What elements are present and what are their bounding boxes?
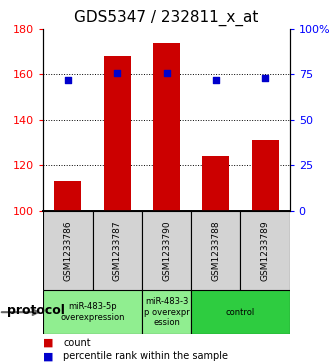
Text: GSM1233790: GSM1233790 — [162, 220, 171, 281]
Bar — [54, 181, 82, 211]
Bar — [142, 290, 191, 334]
Bar — [43, 211, 93, 290]
Bar — [202, 156, 229, 211]
Bar — [191, 211, 240, 290]
Text: ■: ■ — [43, 351, 54, 362]
Point — [213, 77, 218, 83]
Bar — [191, 290, 290, 334]
Point — [65, 77, 71, 83]
Point — [262, 75, 268, 81]
Bar — [240, 211, 290, 290]
Text: percentile rank within the sample: percentile rank within the sample — [63, 351, 228, 362]
Text: miR-483-5p
overexpression: miR-483-5p overexpression — [60, 302, 125, 322]
Text: control: control — [226, 308, 255, 317]
Bar — [153, 43, 180, 211]
Text: count: count — [63, 338, 91, 348]
Bar — [251, 140, 279, 211]
Title: GDS5347 / 232811_x_at: GDS5347 / 232811_x_at — [74, 10, 259, 26]
Text: protocol: protocol — [7, 304, 65, 317]
Bar — [43, 290, 142, 334]
Text: GSM1233789: GSM1233789 — [260, 220, 270, 281]
Point — [164, 70, 169, 76]
Bar — [104, 56, 131, 211]
Text: miR-483-3
p overexpr
ession: miR-483-3 p overexpr ession — [144, 297, 189, 327]
Point — [115, 70, 120, 76]
Bar — [93, 211, 142, 290]
Text: GSM1233787: GSM1233787 — [113, 220, 122, 281]
Text: GSM1233786: GSM1233786 — [63, 220, 73, 281]
Bar — [142, 211, 191, 290]
Text: ■: ■ — [43, 338, 54, 348]
Text: GSM1233788: GSM1233788 — [211, 220, 220, 281]
